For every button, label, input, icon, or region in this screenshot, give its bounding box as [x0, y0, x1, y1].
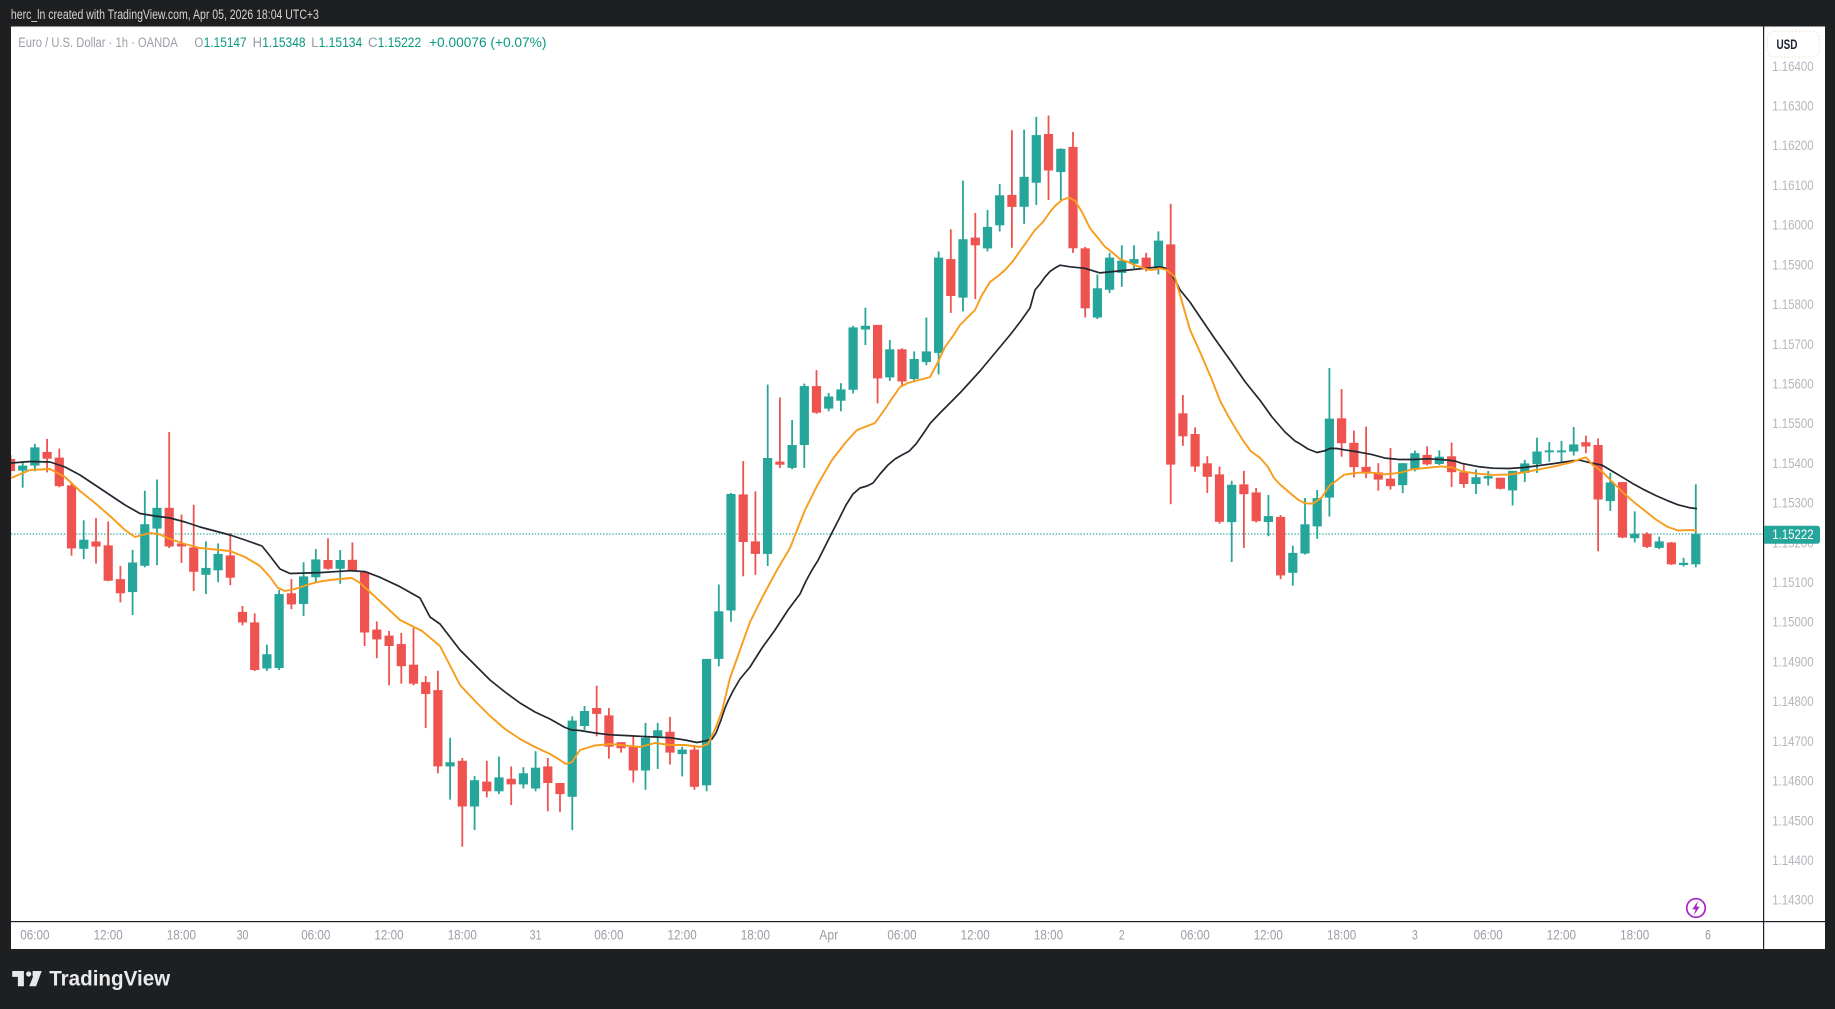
svg-text:1.15348: 1.15348 [262, 35, 305, 50]
svg-text:1.15300: 1.15300 [1772, 495, 1814, 511]
svg-text:L: L [311, 35, 318, 50]
svg-text:1.16200: 1.16200 [1772, 137, 1814, 153]
svg-text:Euro / U.S. Dollar · 1h · OAND: Euro / U.S. Dollar · 1h · OANDA [18, 35, 178, 50]
svg-text:herc_ln created with TradingVi: herc_ln created with TradingView.com, Ap… [11, 7, 319, 22]
svg-text:18:00: 18:00 [448, 927, 477, 943]
svg-text:1.15147: 1.15147 [204, 35, 247, 50]
svg-text:1.16300: 1.16300 [1772, 98, 1814, 114]
svg-text:1.14400: 1.14400 [1772, 852, 1814, 868]
svg-text:H: H [253, 35, 262, 50]
svg-text:06:00: 06:00 [594, 927, 623, 943]
svg-text:1.16400: 1.16400 [1772, 58, 1814, 74]
svg-text:1.14300: 1.14300 [1772, 892, 1814, 908]
svg-text:6: 6 [1705, 927, 1711, 943]
svg-text:12:00: 12:00 [1547, 927, 1576, 943]
svg-text:C: C [368, 35, 378, 50]
svg-text:1.14600: 1.14600 [1772, 773, 1814, 789]
svg-text:06:00: 06:00 [1181, 927, 1210, 943]
svg-text:1.16000: 1.16000 [1772, 217, 1814, 233]
svg-text:1.15800: 1.15800 [1772, 296, 1814, 312]
svg-text:06:00: 06:00 [301, 927, 330, 943]
svg-text:12:00: 12:00 [94, 927, 123, 943]
svg-text:18:00: 18:00 [1620, 927, 1649, 943]
svg-text:1.15000: 1.15000 [1772, 614, 1814, 630]
svg-text:1.14500: 1.14500 [1772, 812, 1814, 828]
svg-text:06:00: 06:00 [1474, 927, 1503, 943]
svg-text:1.15222: 1.15222 [378, 35, 422, 50]
svg-text:1.15700: 1.15700 [1772, 336, 1814, 352]
svg-text:18:00: 18:00 [741, 927, 770, 943]
svg-text:06:00: 06:00 [20, 927, 49, 943]
svg-text:1.14800: 1.14800 [1772, 693, 1814, 709]
svg-text:USD: USD [1777, 37, 1798, 52]
svg-text:Apr: Apr [819, 927, 838, 943]
svg-text:1.14700: 1.14700 [1772, 733, 1814, 749]
svg-text:12:00: 12:00 [668, 927, 697, 943]
svg-text:O: O [194, 35, 203, 50]
svg-text:18:00: 18:00 [1327, 927, 1356, 943]
svg-text:12:00: 12:00 [1254, 927, 1283, 943]
svg-text:1.15900: 1.15900 [1772, 256, 1814, 272]
svg-text:1.15500: 1.15500 [1772, 415, 1814, 431]
svg-text:31: 31 [530, 927, 542, 943]
svg-text:1.15400: 1.15400 [1772, 455, 1814, 471]
svg-text:18:00: 18:00 [167, 927, 196, 943]
svg-text:06:00: 06:00 [887, 927, 916, 943]
svg-text:1.16100: 1.16100 [1772, 177, 1814, 193]
svg-text:1.15100: 1.15100 [1772, 574, 1814, 590]
svg-text:2: 2 [1119, 927, 1125, 943]
svg-text:+0.00076 (+0.07%): +0.00076 (+0.07%) [429, 35, 546, 50]
svg-text:1.15222: 1.15222 [1772, 526, 1814, 542]
svg-text:12:00: 12:00 [961, 927, 990, 943]
svg-text:1.14900: 1.14900 [1772, 653, 1814, 669]
svg-text:TradingView: TradingView [49, 967, 170, 991]
svg-text:30: 30 [237, 927, 249, 943]
svg-text:1.15134: 1.15134 [319, 35, 363, 50]
svg-text:1.15600: 1.15600 [1772, 376, 1814, 392]
svg-text:3: 3 [1412, 927, 1418, 943]
svg-text:12:00: 12:00 [374, 927, 403, 943]
svg-text:18:00: 18:00 [1034, 927, 1063, 943]
